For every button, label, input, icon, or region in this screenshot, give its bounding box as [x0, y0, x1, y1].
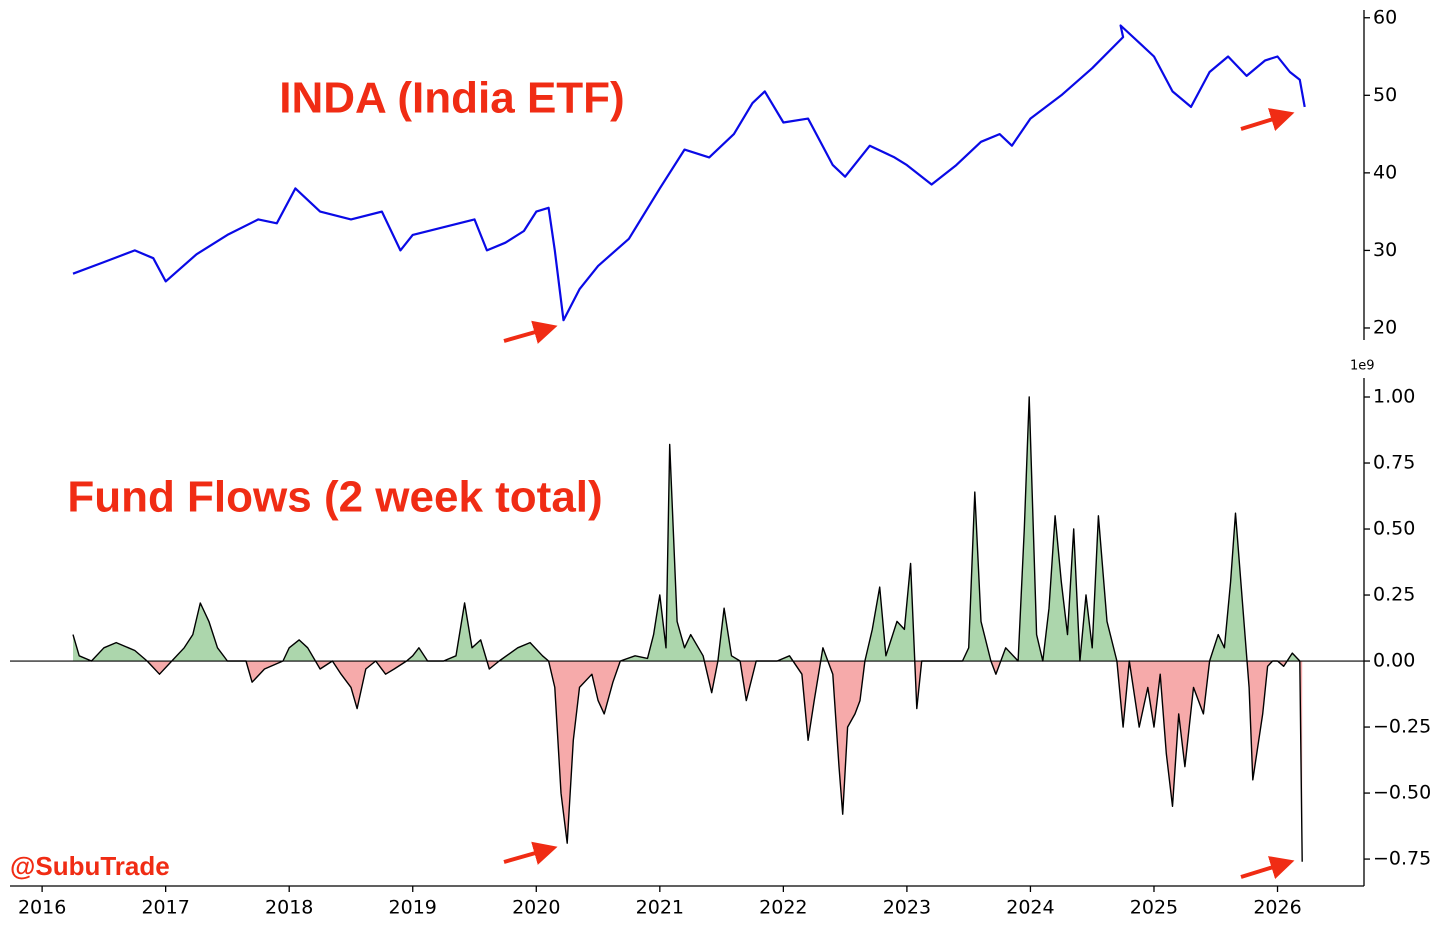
y-tick-label: 20: [1373, 316, 1397, 338]
arrow: [503, 841, 558, 865]
y-tick-label: 0.50: [1373, 518, 1415, 540]
y-tick-label: −0.50: [1373, 782, 1431, 804]
y-tick-label: −0.75: [1373, 848, 1431, 870]
x-tick-label: 2022: [759, 897, 807, 919]
y-tick-label: 30: [1373, 239, 1397, 261]
x-tick-label: 2025: [1130, 897, 1178, 919]
arrows: [503, 108, 1295, 880]
price-line: [72, 24, 1306, 322]
y-tick-label: 40: [1373, 161, 1397, 183]
x-tick-label: 2017: [141, 897, 189, 919]
y-tick-label: 1.00: [1373, 386, 1415, 408]
outflow-area: [73, 661, 1303, 862]
x-tick-label: 2021: [636, 897, 684, 919]
y-tick-label: 50: [1373, 84, 1397, 106]
flow-line: [72, 396, 1303, 862]
y-tick-label: 0.25: [1373, 584, 1415, 606]
x-tick-label: 2019: [389, 897, 437, 919]
y-tick-label: 60: [1373, 6, 1397, 28]
offset-label: 1e9: [1350, 359, 1375, 374]
x-tick-label: 2018: [265, 897, 313, 919]
x-tick-label: 2023: [883, 897, 931, 919]
x-tick-label: 2016: [18, 897, 66, 919]
x-tick-label: 2026: [1253, 897, 1301, 919]
arrow: [503, 320, 558, 344]
y-tick-label: 0.75: [1373, 452, 1415, 474]
watermark: @SubuTrade: [10, 851, 170, 881]
inflow-area: [73, 397, 1300, 662]
arrow: [1240, 108, 1295, 132]
bottom-title: Fund Flows (2 week total): [67, 473, 602, 522]
y-tick-label: −0.25: [1373, 716, 1431, 738]
x-tick-label: 2020: [512, 897, 560, 919]
x-tick-label: 2024: [1006, 897, 1054, 919]
arrow: [1240, 856, 1295, 880]
top-title: INDA (India ETF): [279, 74, 624, 123]
y-tick-label: 0.00: [1373, 650, 1415, 672]
